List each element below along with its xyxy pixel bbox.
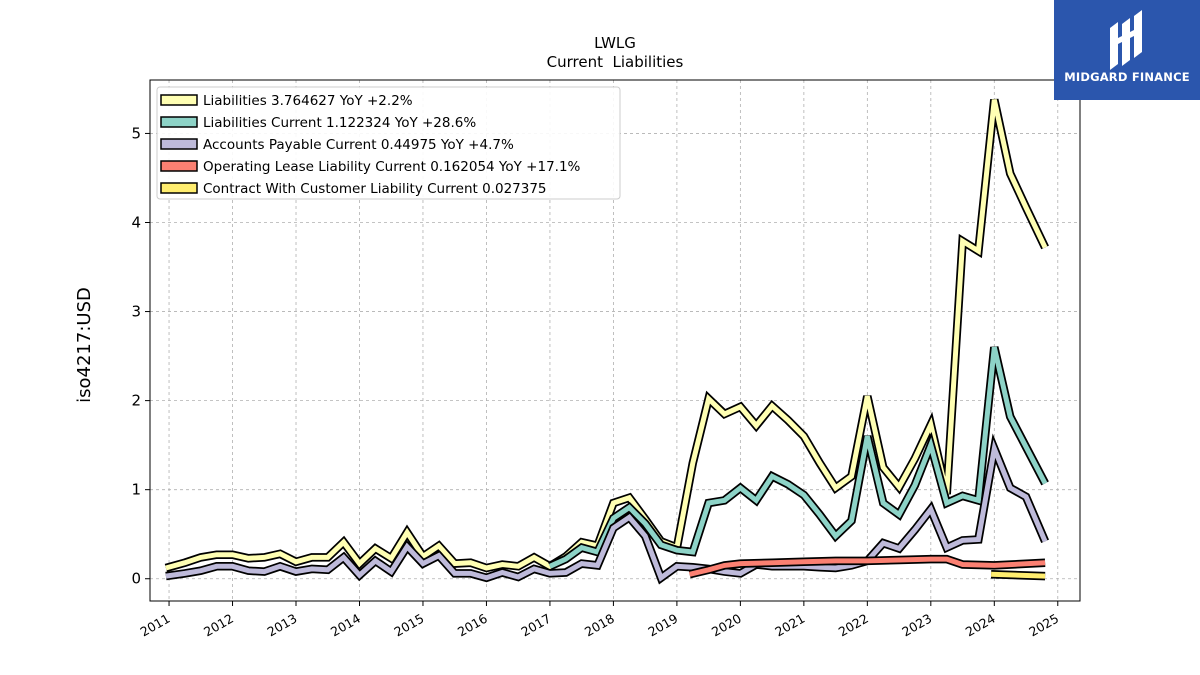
legend-swatch (160, 116, 198, 128)
legend-entry: Accounts Payable Current 0.44975 YoY +4.… (203, 137, 514, 153)
y-tick-label: 5 (131, 124, 141, 142)
legend-swatch (160, 138, 198, 150)
x-tick-label: 2016 (455, 611, 490, 640)
series-line (165, 439, 1048, 582)
y-tick-label: 1 (131, 481, 141, 499)
y-tick-label: 3 (131, 303, 141, 321)
series-line-outline (548, 346, 1049, 571)
x-tick-label: 2014 (328, 611, 363, 640)
legend-entry: Operating Lease Liability Current 0.1620… (203, 159, 581, 175)
series-line (165, 99, 1048, 571)
x-tick-label: 2013 (264, 611, 299, 640)
series-line (991, 571, 1046, 579)
x-tick-label: 2019 (645, 611, 680, 640)
x-tick-label: 2018 (582, 611, 617, 640)
series-1 (164, 98, 1049, 573)
chart-subtitle: Current Liabilities (547, 53, 684, 71)
x-tick-label: 2012 (201, 611, 236, 640)
series-layer (164, 98, 1050, 585)
y-tick-label: 4 (131, 213, 141, 231)
series-5 (990, 570, 1046, 581)
legend-swatch (160, 160, 198, 172)
x-axis: 2011 2012 2013 2014 2015 2016 2017 2018 2019 2020… (137, 601, 1061, 640)
brand-name: MIDGARD FINANCE (1064, 70, 1190, 84)
plot-frame (149, 79, 1081, 602)
series-line (689, 556, 1046, 577)
series-line (548, 346, 1048, 569)
legend-entry: Contract With Customer Liability Current… (203, 181, 547, 197)
x-tick-label: 2017 (518, 611, 553, 640)
x-tick-label: 2021 (772, 611, 807, 640)
legend-entry: Liabilities 3.764627 YoY +2.2% (203, 93, 413, 109)
x-tick-label: 2022 (836, 611, 871, 640)
y-tick-label: 0 (131, 570, 141, 588)
y-tick-label: 2 (131, 392, 141, 410)
chart-title: LWLG (594, 34, 636, 52)
x-tick-label: 2011 (137, 611, 172, 640)
series-3 (165, 433, 1050, 585)
brand-logo: MIDGARD FINANCE (1054, 0, 1200, 100)
x-tick-label: 2025 (1026, 611, 1061, 640)
legend-swatch (160, 94, 198, 106)
x-tick-label: 2023 (899, 611, 934, 640)
legend-swatch (160, 182, 198, 194)
x-tick-label: 2020 (709, 611, 744, 640)
x-tick-label: 2024 (963, 611, 998, 640)
series-2 (548, 346, 1049, 571)
legend-entry: Liabilities Current 1.122324 YoY +28.6% (203, 115, 476, 131)
legend-box (156, 86, 621, 200)
x-tick-label: 2015 (391, 611, 426, 640)
midgard-logo-icon (1110, 10, 1142, 70)
series-4 (688, 554, 1046, 579)
legend: Liabilities 3.764627 YoY +2.2% Liabilitie… (156, 86, 621, 200)
y-axis-label: iso4217:USD (74, 287, 95, 403)
y-axis: 0 1 2 3 4 5 (131, 124, 150, 588)
